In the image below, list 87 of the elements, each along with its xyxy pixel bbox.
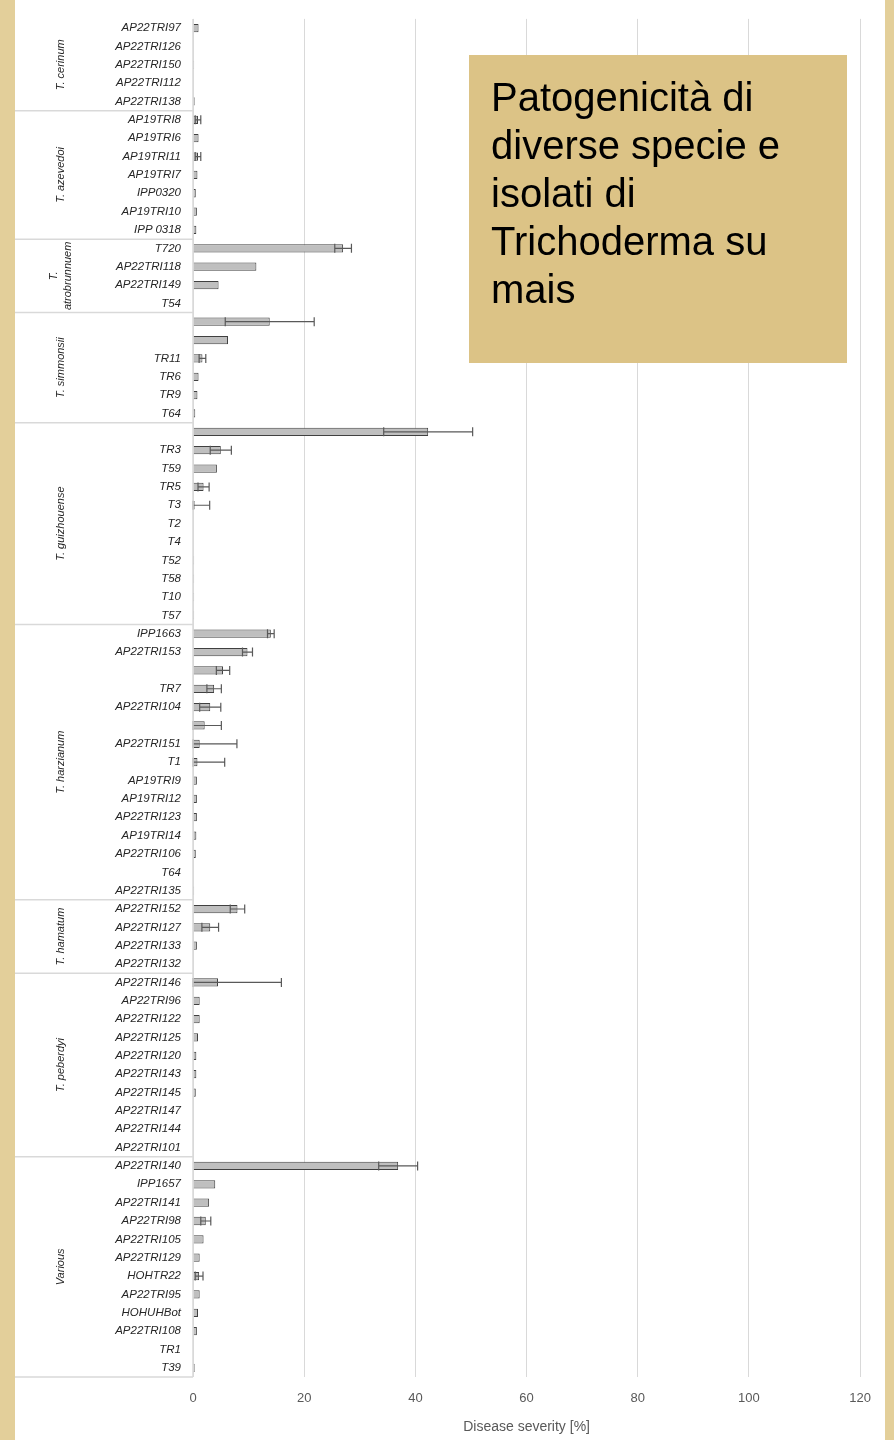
- y-tick-label: AP19TRI6: [126, 131, 182, 144]
- y-tick-label: T39: [161, 1361, 182, 1374]
- x-tick-label: 80: [630, 1390, 645, 1406]
- y-tick-label: TR5: [159, 480, 182, 493]
- y-tick-label: AP22TRI96: [120, 993, 182, 1006]
- y-tick-label: AP19TRI9: [126, 773, 182, 786]
- y-tick-label: T64: [161, 406, 181, 419]
- y-tick-label: HOHUHBot: [121, 1305, 182, 1318]
- text: T. azevedoi: [54, 146, 67, 203]
- y-tick-label: AP19TRI8: [126, 113, 182, 126]
- y-tick-label: AP22TRI151: [114, 737, 181, 750]
- y-tick-label: AP22TRI108: [114, 1324, 182, 1337]
- y-tick-label: IPP1663: [136, 626, 182, 639]
- text: T. peberdyi: [54, 1037, 67, 1093]
- y-tick-label: T10: [161, 590, 182, 603]
- x-axis-title: Disease severity [%]: [463, 1418, 590, 1435]
- x-tick-label: 60: [519, 1390, 534, 1406]
- y-tick-label: TR6: [159, 369, 182, 382]
- y-tick-label: AP22TRI122: [114, 1012, 182, 1025]
- y-tick-label: AP22TRI147: [114, 1104, 182, 1117]
- x-tick-label: 100: [738, 1390, 760, 1406]
- y-tick-label: T57: [161, 608, 182, 621]
- text: Various: [54, 1247, 67, 1286]
- y-tick-label: IPP 0318: [134, 223, 182, 236]
- y-tick-label: T58: [161, 571, 182, 584]
- y-tick-label: TR11: [153, 351, 181, 364]
- y-tick-label: T4: [167, 535, 181, 548]
- y-tick-label: T2: [167, 516, 182, 529]
- y-tick-label: AP22TRI141: [114, 1195, 181, 1208]
- y-tick-label: AP22TRI145: [114, 1085, 182, 1098]
- y-tick-label: AP22TRI104: [114, 700, 181, 713]
- text: T. hamatum: [54, 907, 67, 966]
- y-tick-label: AP22TRI97: [120, 21, 182, 34]
- y-tick-label: AP22TRI149: [114, 278, 182, 291]
- y-tick-label: AP22TRI132: [114, 957, 182, 970]
- text: T. simmonsii: [54, 336, 67, 398]
- y-tick-label: AP22TRI138: [114, 94, 182, 107]
- y-tick-label: AP22TRI126: [114, 39, 182, 52]
- y-tick-label: TR9: [159, 388, 182, 401]
- y-tick-label: AP19TRI7: [126, 168, 182, 181]
- y-tick-label: AP19TRI12: [120, 792, 182, 805]
- text: T. atrobrunnuem: [47, 241, 74, 311]
- y-tick-label: AP22TRI152: [114, 902, 182, 915]
- x-tick-label: 20: [296, 1390, 312, 1406]
- y-tick-label: AP22TRI98: [120, 1214, 182, 1227]
- y-tick-label: T59: [161, 461, 182, 474]
- text: T. cerinum: [54, 39, 67, 91]
- y-tick-label: AP22TRI133: [114, 938, 182, 951]
- y-tick-label: T720: [154, 241, 182, 254]
- y-tick-label: AP22TRI120: [114, 1049, 182, 1062]
- y-tick-label: AP22TRI135: [114, 883, 182, 896]
- y-tick-label: AP19TRI11: [121, 149, 181, 162]
- y-tick-label: TR1: [159, 1342, 181, 1355]
- y-tick-label: T52: [161, 553, 182, 566]
- y-tick-label: T54: [161, 296, 181, 309]
- y-tick-label: AP22TRI146: [114, 975, 182, 988]
- y-tick-label: AP19TRI14: [120, 828, 181, 841]
- y-tick-label: AP22TRI125: [114, 1030, 182, 1043]
- y-tick-label: TR3: [159, 443, 182, 456]
- y-tick-label: AP22TRI140: [114, 1159, 182, 1172]
- x-tick-label: 0: [189, 1390, 197, 1406]
- y-tick-label: AP22TRI153: [114, 645, 182, 658]
- y-tick-label: AP22TRI95: [120, 1287, 182, 1300]
- y-tick-label: T3: [167, 498, 182, 511]
- y-tick-label: AP22TRI143: [114, 1067, 182, 1080]
- y-tick-label: TR7: [159, 681, 182, 694]
- y-tick-label: AP22TRI123: [114, 810, 182, 823]
- y-tick-label: T1: [167, 755, 181, 768]
- y-tick-label: AP22TRI118: [115, 259, 182, 272]
- y-tick-label: AP22TRI144: [114, 1122, 181, 1135]
- y-tick-label: T64: [161, 865, 181, 878]
- x-tick-label: 120: [849, 1390, 872, 1406]
- y-tick-label: AP22TRI129: [114, 1250, 182, 1263]
- y-tick-label: AP22TRI106: [114, 847, 182, 860]
- y-tick-label: AP22TRI127: [114, 920, 182, 933]
- y-tick-label: AP22TRI105: [114, 1232, 182, 1245]
- y-tick-label: AP19TRI10: [120, 204, 182, 217]
- x-tick-label: 40: [408, 1390, 423, 1406]
- text: Patogenicità di diverse specie e isolati di Trichoderma su mais: [469, 55, 847, 363]
- y-tick-label: AP22TRI150: [114, 57, 182, 70]
- y-tick-label: IPP0320: [136, 186, 182, 199]
- text: T. guizhouense: [54, 486, 67, 561]
- y-tick-label: IPP1657: [136, 1177, 182, 1190]
- y-tick-label: AP22TRI101: [114, 1140, 181, 1153]
- text: T. harzianum: [54, 730, 67, 794]
- y-tick-label: AP22TRI112: [115, 76, 182, 89]
- y-tick-label: HOHTR22: [127, 1269, 182, 1282]
